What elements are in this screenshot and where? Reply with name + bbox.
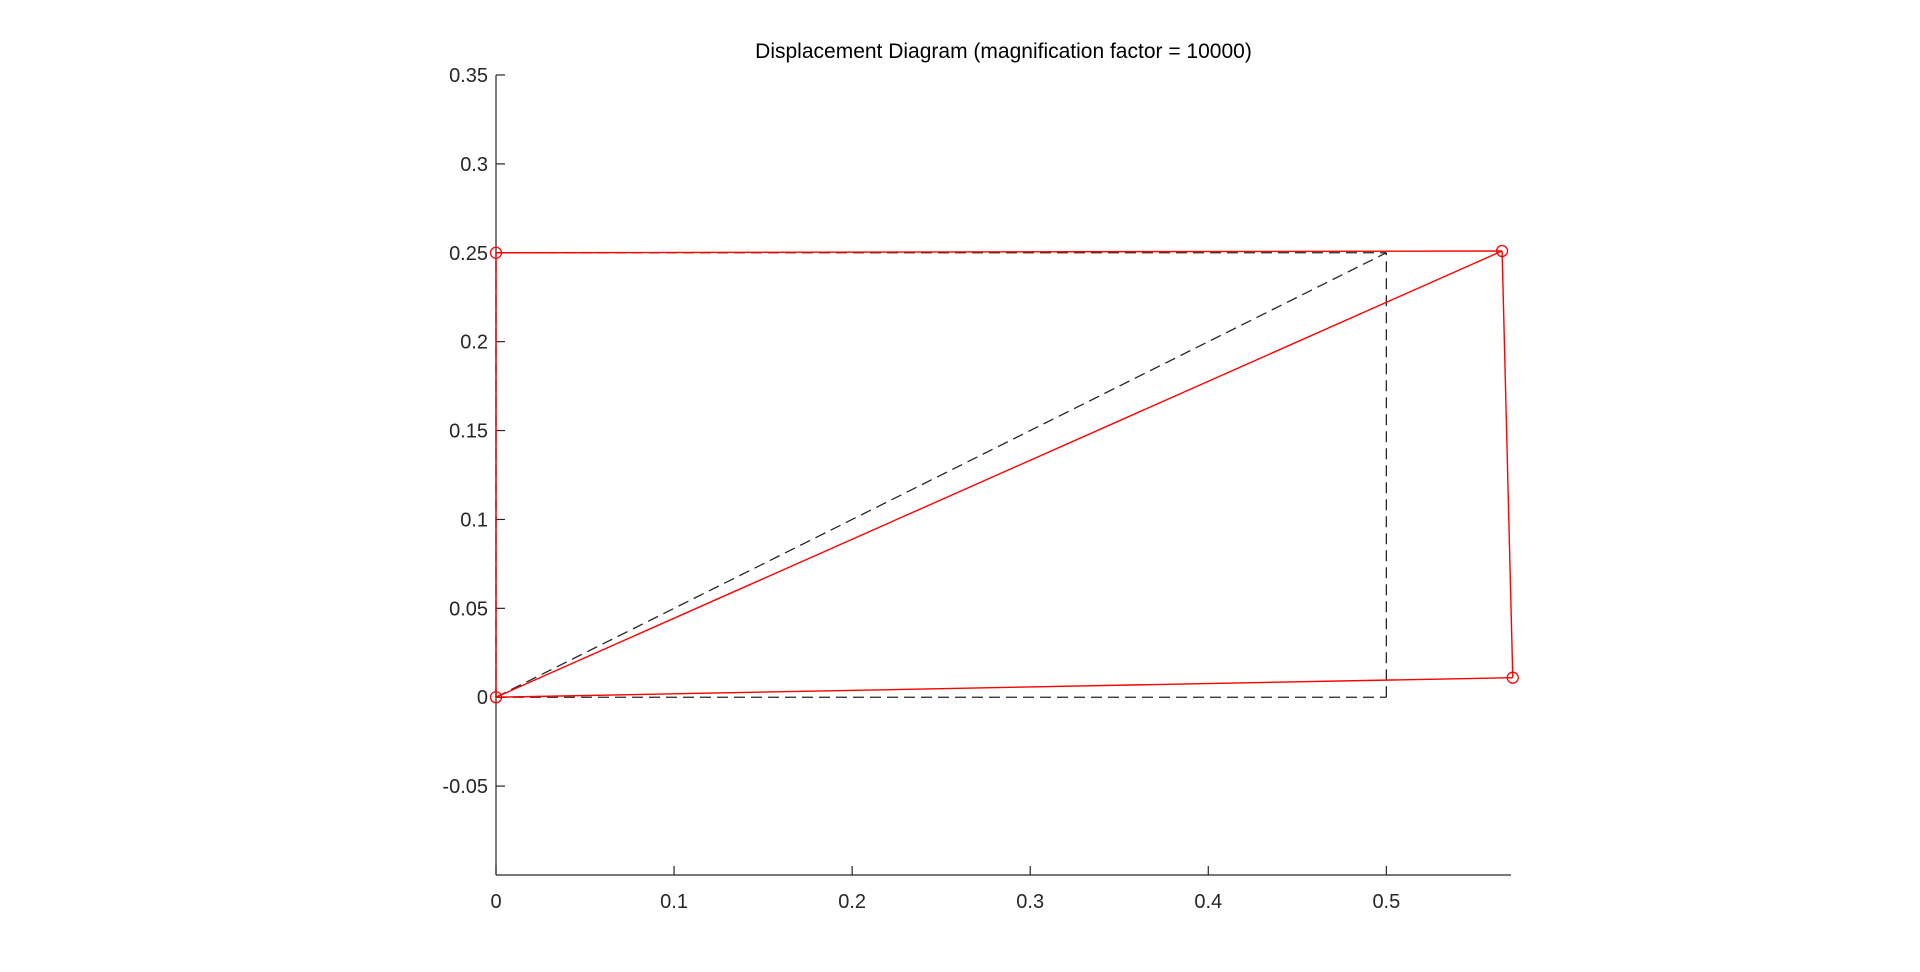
deformed-node-marker-3 (1495, 244, 1509, 258)
deformed-node-marker-1 (489, 691, 503, 704)
y-tick-label: 0.1 (460, 509, 488, 531)
y-tick-label: 0 (477, 687, 488, 709)
x-tick-label: 0.3 (1016, 891, 1044, 913)
y-tick-label: 0.25 (449, 243, 488, 265)
deformed-member-2 (1501, 250, 1514, 678)
deformed-member-3 (495, 250, 1503, 254)
x-tick-label: 0.2 (838, 891, 866, 913)
y-tick-label: 0.15 (449, 421, 488, 443)
y-tick-label: 0.35 (449, 65, 488, 87)
x-tick-label: 0.4 (1194, 891, 1222, 913)
deformed-node-marker-2 (1506, 671, 1519, 684)
chart-title: Displacement Diagram (magnification fact… (755, 40, 1252, 63)
y-tick-label: 0.2 (460, 332, 488, 354)
deformed-node-marker-4 (489, 246, 503, 259)
x-tick-label: 0.1 (660, 891, 688, 913)
y-tick-label: 0.3 (460, 154, 488, 176)
undeformed-member-4 (495, 252, 1387, 698)
deformed-member-1 (495, 676, 1513, 698)
y-tick-label: -0.05 (442, 776, 488, 798)
x-tick-label: 0.5 (1372, 891, 1400, 913)
y-tick-label: 0.05 (449, 598, 488, 620)
deformed-structure (489, 244, 1519, 704)
x-tick-label: 0 (490, 891, 501, 913)
deformed-member-4 (495, 250, 1503, 698)
axes: -0.05 0 0.05 0.1 0.15 0.2 0.25 0.3 0.35 0 0.1 0.2 0.… (442, 65, 1511, 913)
